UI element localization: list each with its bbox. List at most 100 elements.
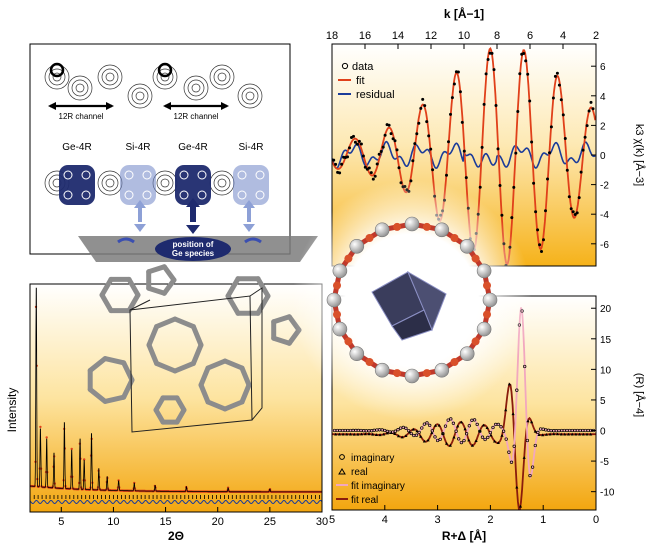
legend-data-label: data [352,61,374,73]
oxygen-atom [450,358,459,366]
framework-bond [102,356,127,366]
structure-map-frame [29,43,291,255]
ring-site-contour [237,170,247,180]
oxygen-atom [393,222,402,231]
r-imaginary-point [464,432,469,436]
k-data-point [516,110,520,113]
framework-bond [172,316,196,330]
r-imaginary-point [467,424,471,428]
k-data-point [563,137,567,140]
r-imaginary-point [515,388,519,392]
ring-site-blob [59,165,95,205]
oxygen-atom [483,281,491,290]
r-real-point [456,424,460,428]
framework-bond [198,365,211,388]
k-data-point [415,132,419,136]
k-data-point [379,150,383,153]
k-data-point [555,71,559,75]
r-real-point [522,456,526,459]
r-imaginary-point [504,437,508,441]
r-real-point [389,431,393,434]
k-y-tick-label: 0 [600,151,606,162]
silicon-atom [404,216,420,232]
ring-site-contour [197,170,207,180]
r-imaginary-point [523,364,527,369]
k-y-tick-label: 4 [600,92,606,103]
r-imaginary-point [472,418,477,422]
framework-bond [225,293,241,316]
ring-site-contour [255,170,265,180]
k-data-point [449,112,452,116]
framework-bond [172,360,196,374]
k-data-point [460,120,464,124]
oxygen-atom [344,337,353,346]
r-y-tick-label: 0 [600,427,606,438]
zeolite-framework: position of Ge species [78,236,318,433]
contour-ring [105,72,115,82]
unit-cell-box [129,287,263,433]
r-real-point [356,432,360,436]
k-data-point [553,74,557,78]
k-data-point [462,149,466,153]
r-imaginary-point [525,438,530,443]
k-legend: data fit residual [338,61,395,101]
k-data-point [500,213,504,217]
k-data-point [411,159,415,163]
r-real-point [448,443,452,447]
r-imaginary-point [457,437,461,441]
k-x-tick-label: 6 [527,30,533,42]
framework-bond [255,293,271,316]
ring-site-blob [233,165,269,205]
k-data-point [542,238,545,242]
contour-ring [48,68,66,86]
r-imaginary-point [433,435,437,439]
k-y-tick-label: 6 [600,62,606,73]
oxygen-atom [393,369,402,378]
r-imaginary-point [462,438,466,443]
r-imaginary-point [491,425,495,430]
framework-bond [146,285,167,296]
k-data-point [387,123,391,127]
k-data-point [429,147,433,151]
k-data-point [490,51,494,55]
k-data-point [383,133,387,137]
k-data-point [577,196,581,200]
ring-site-contour [142,190,152,200]
r-real-point [360,432,364,436]
r-real-point [363,432,367,436]
r-real-point [396,434,401,438]
legend-fit-real-label: fit real [351,495,378,506]
r-real-point [533,429,537,433]
k-data-point [534,210,538,214]
ring-site-contour [197,190,207,200]
framework-bond [99,292,114,314]
r-y-tick-label: 10 [600,365,612,376]
r-real-point [352,432,356,436]
r-x-tick-label: 1 [540,514,546,526]
ring-label-si-4r-1: Si-4R [125,142,150,153]
ring-site-contour [124,170,134,180]
r-real-point [559,432,563,436]
framework-bond [121,377,135,400]
banner-line-2: Ge species [172,249,215,258]
contour-ring [237,83,263,109]
k-data-point [512,185,516,189]
ge-site-arrow [186,198,200,234]
r-imaginary-point [483,437,487,442]
k-data-point [338,171,342,175]
r-plot-curves [332,307,596,510]
ring-site-contour [142,170,152,180]
r-x-tick-label: 0 [593,514,599,526]
k-data-point [510,216,514,220]
r-x-tick-label: 3 [435,514,441,526]
contour-ring [156,68,174,86]
r-real-point [463,427,467,431]
oxygen-atom [471,337,480,346]
silicon-atom [404,368,420,384]
r-real-point [574,432,578,436]
silicon-atom [482,292,498,308]
legend-residual-label: residual [356,89,395,101]
d4r-cluster [292,180,532,420]
